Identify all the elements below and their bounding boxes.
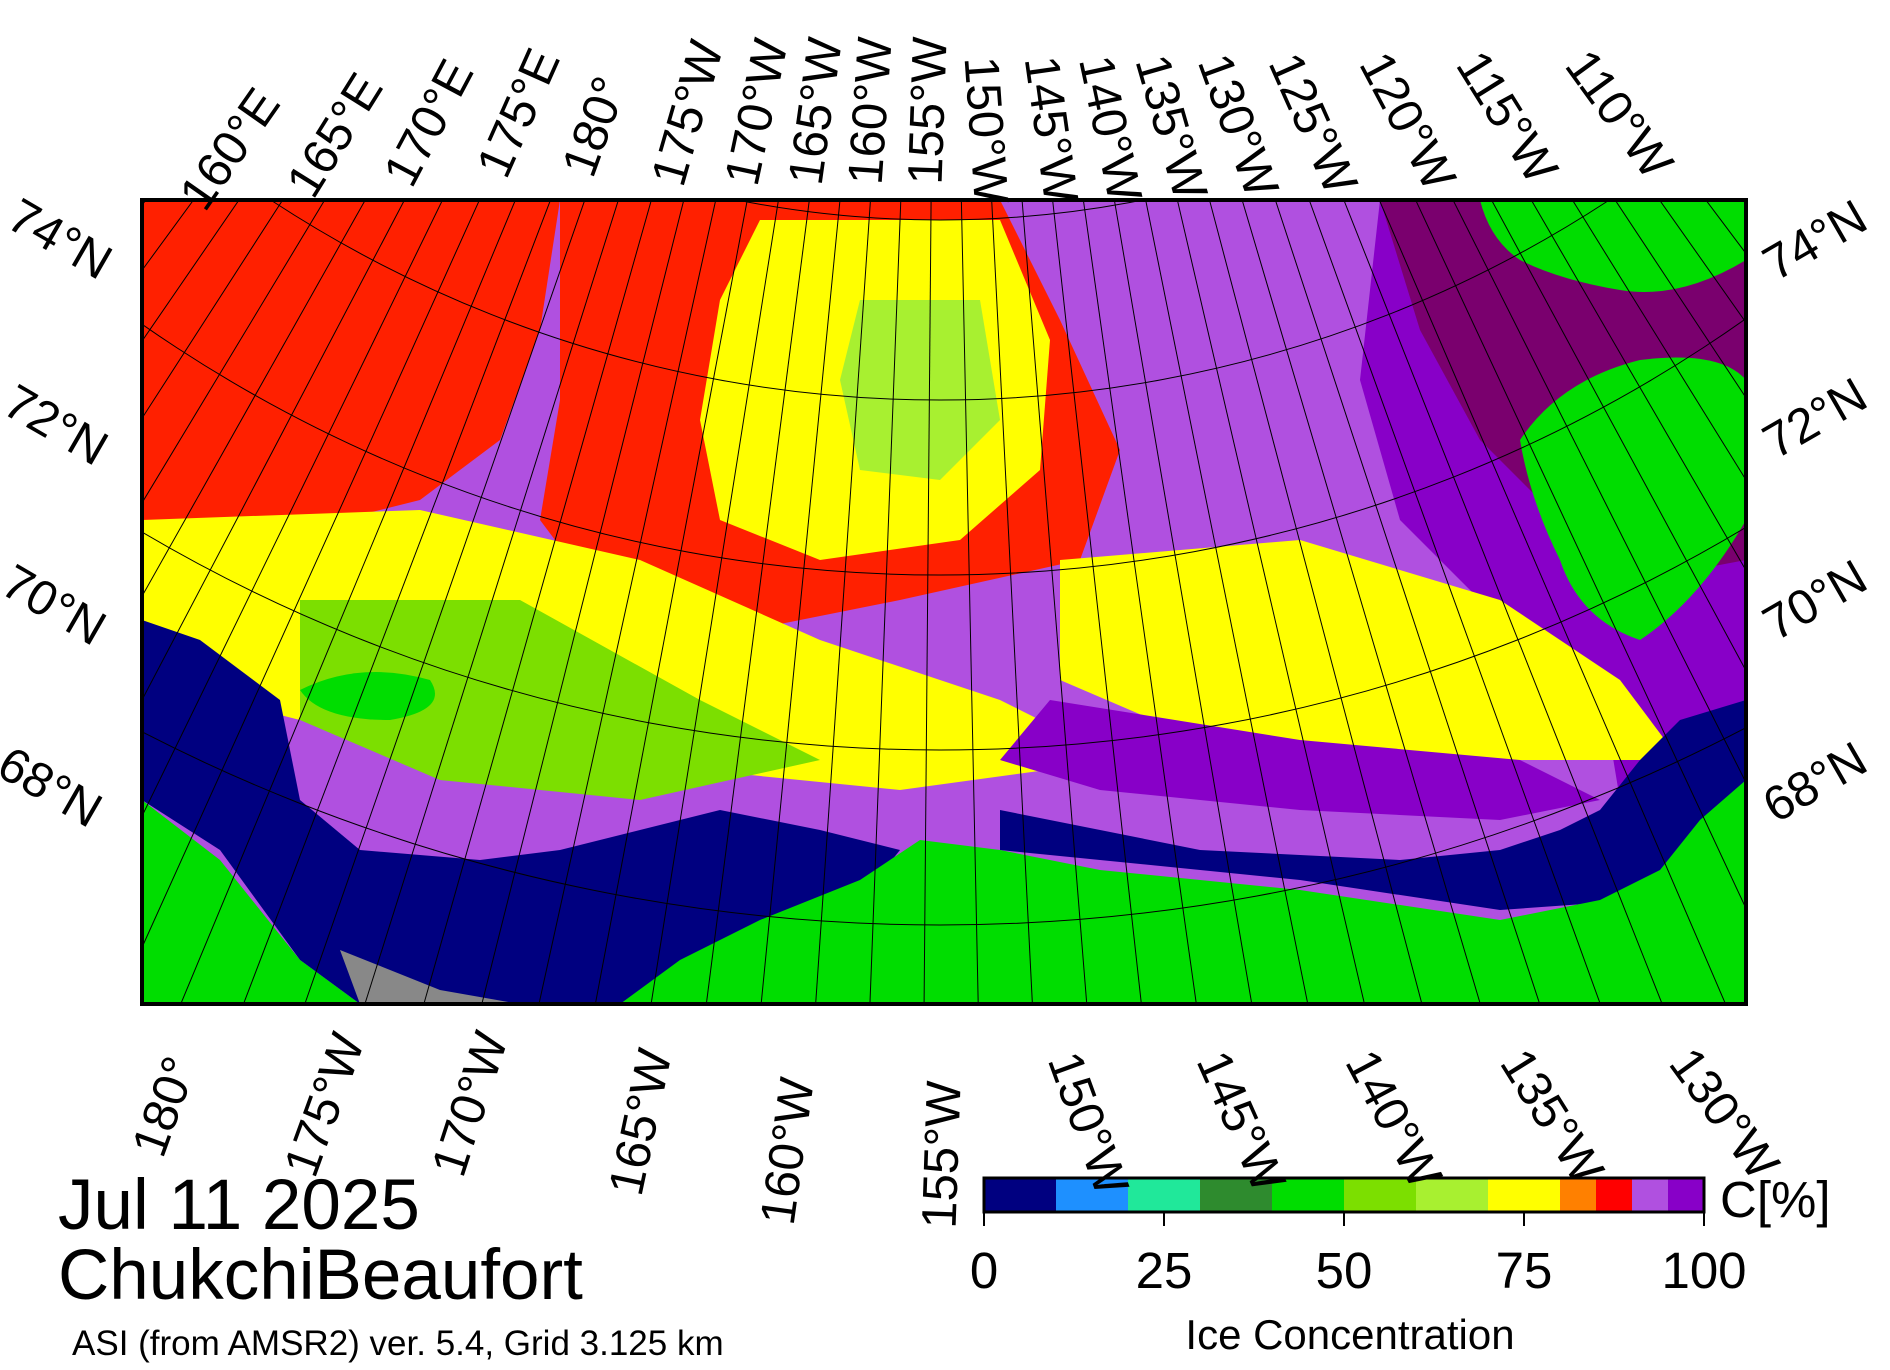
colorbar-tick-100: 100 bbox=[1661, 1242, 1747, 1299]
colorbar-bin bbox=[1344, 1178, 1416, 1212]
land-banks-island bbox=[1520, 357, 1746, 640]
meridian-line bbox=[960, 200, 979, 1004]
colorbar-tick-25: 25 bbox=[1135, 1242, 1193, 1299]
dense-ice-band-beaufort bbox=[1000, 700, 1600, 820]
meridian-line bbox=[142, 200, 406, 702]
meridian-line bbox=[142, 200, 444, 818]
source-label: ASI (from AMSR2) ver. 5.4, Grid 3.125 km bbox=[72, 1324, 724, 1363]
date-label: Jul 11 2025 bbox=[58, 1166, 420, 1245]
meridian-line bbox=[1021, 200, 1088, 1004]
open-water-chukchi bbox=[142, 620, 900, 1004]
parallel-line bbox=[142, 317, 1746, 576]
meridian-line bbox=[242, 200, 552, 1004]
meridian-line bbox=[594, 200, 748, 1004]
meridian-line bbox=[1082, 200, 1197, 1004]
meridian-line bbox=[705, 200, 810, 1004]
meridian-line bbox=[1415, 200, 1746, 910]
marginal-ice-zone-beaufort bbox=[1060, 540, 1680, 760]
meridian-line bbox=[304, 200, 586, 1004]
parallel-line bbox=[736, 200, 1144, 221]
meridian-line bbox=[0, 0, 122, 330]
colorbar-tick-75: 75 bbox=[1495, 1242, 1553, 1299]
meridian-line bbox=[1208, 200, 1423, 1004]
meridian-line bbox=[142, 200, 366, 598]
top-longitude-label: 150°W bbox=[953, 54, 1018, 206]
land-wrangel-island bbox=[300, 672, 435, 720]
meridian-line bbox=[0, 0, 139, 378]
parallel-line bbox=[142, 526, 1746, 751]
meridian-line bbox=[1274, 200, 1541, 1004]
land-siberia bbox=[142, 800, 360, 1004]
colorbar bbox=[982, 1176, 1706, 1226]
meridian-line bbox=[1113, 200, 1253, 1004]
colorbar-bin bbox=[1632, 1178, 1668, 1212]
meridian-line bbox=[364, 200, 619, 1004]
colorbar-bin bbox=[1560, 1178, 1596, 1212]
meridian-line bbox=[1343, 200, 1663, 1004]
meridian-line bbox=[1530, 200, 1746, 572]
meridian-line bbox=[538, 200, 717, 1004]
meridian-line bbox=[1452, 200, 1746, 784]
land-victoria-island bbox=[1480, 200, 1746, 292]
meridian-line bbox=[923, 200, 932, 1004]
low-concentration-zone-south bbox=[300, 600, 820, 800]
map-frame bbox=[140, 198, 1748, 1006]
meridian-line bbox=[1490, 200, 1746, 672]
colorbar-bin bbox=[1272, 1178, 1344, 1212]
region-label: ChukchiBeaufort bbox=[58, 1236, 583, 1315]
meridian-line bbox=[481, 200, 685, 1004]
meridian-line bbox=[142, 200, 481, 949]
bottom-longitude-label: 155°W bbox=[912, 1080, 972, 1230]
meridian-line bbox=[180, 200, 516, 1004]
meridian-line bbox=[1378, 200, 1727, 1004]
colorbar-bin bbox=[1668, 1178, 1704, 1212]
top-longitude-label: 155°W bbox=[898, 36, 958, 186]
graticule bbox=[0, 0, 1890, 1004]
meridian-line bbox=[1145, 200, 1309, 1004]
meridian-line bbox=[991, 200, 1033, 1004]
top-longitude-label: 160°W bbox=[838, 35, 903, 187]
colorbar-title: Ice Concentration bbox=[1185, 1311, 1515, 1358]
colorbar-bin bbox=[1128, 1178, 1200, 1212]
meridian-line bbox=[423, 200, 652, 1004]
colorbar-bin bbox=[1200, 1178, 1272, 1212]
meridian-line bbox=[815, 200, 871, 1004]
colorbar-bin bbox=[1416, 1178, 1488, 1212]
meridian-line bbox=[760, 200, 841, 1004]
colorbar-unit: C[%] bbox=[1720, 1171, 1831, 1228]
meridian-line bbox=[0, 0, 89, 231]
colorbar-bin bbox=[1056, 1178, 1128, 1212]
meridian-line bbox=[1308, 200, 1601, 1004]
meridian-line bbox=[1748, 0, 1890, 358]
land-alaska bbox=[620, 780, 1746, 1004]
meridian-line bbox=[650, 200, 779, 1004]
colorbar-bin bbox=[984, 1178, 1056, 1212]
colorbar-tick-50: 50 bbox=[1315, 1242, 1373, 1299]
colorbar-bin bbox=[1596, 1178, 1632, 1212]
colorbar-tick-0: 0 bbox=[969, 1242, 999, 1299]
meridian-line bbox=[1730, 0, 1890, 406]
meridian-line bbox=[869, 200, 902, 1004]
low-concentration-zone-central bbox=[840, 300, 1000, 480]
parallel-line bbox=[270, 200, 1610, 401]
no-data-area bbox=[340, 950, 520, 1004]
open-water-beaufort-coast bbox=[1000, 700, 1746, 910]
meridian-line bbox=[0, 0, 74, 180]
meridian-line bbox=[1797, 0, 1890, 210]
meridian-line bbox=[1176, 200, 1365, 1004]
colorbar-bin bbox=[1488, 1178, 1560, 1212]
meridian-line bbox=[1241, 200, 1481, 1004]
meridian-line bbox=[1571, 200, 1746, 481]
meridian-line bbox=[142, 200, 326, 504]
